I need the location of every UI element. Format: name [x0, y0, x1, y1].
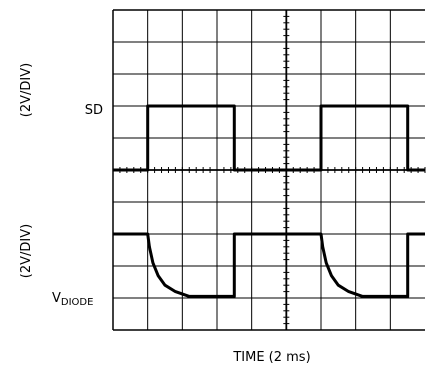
- ch2-label-main: V: [52, 291, 61, 306]
- ch1-scale-label: (2V/DIV): [19, 63, 34, 117]
- trace-vdiode: [113, 232, 425, 298]
- x-axis-label: TIME (2 ms): [232, 350, 310, 365]
- traces: [113, 104, 425, 298]
- ch2-label-sub: DIODE: [61, 297, 94, 308]
- ch2-scale-label: (2V/DIV): [19, 224, 34, 278]
- ch2-label: VDIODE: [52, 291, 93, 308]
- ch1-label: SD: [85, 103, 103, 118]
- trace-sd: [113, 104, 425, 172]
